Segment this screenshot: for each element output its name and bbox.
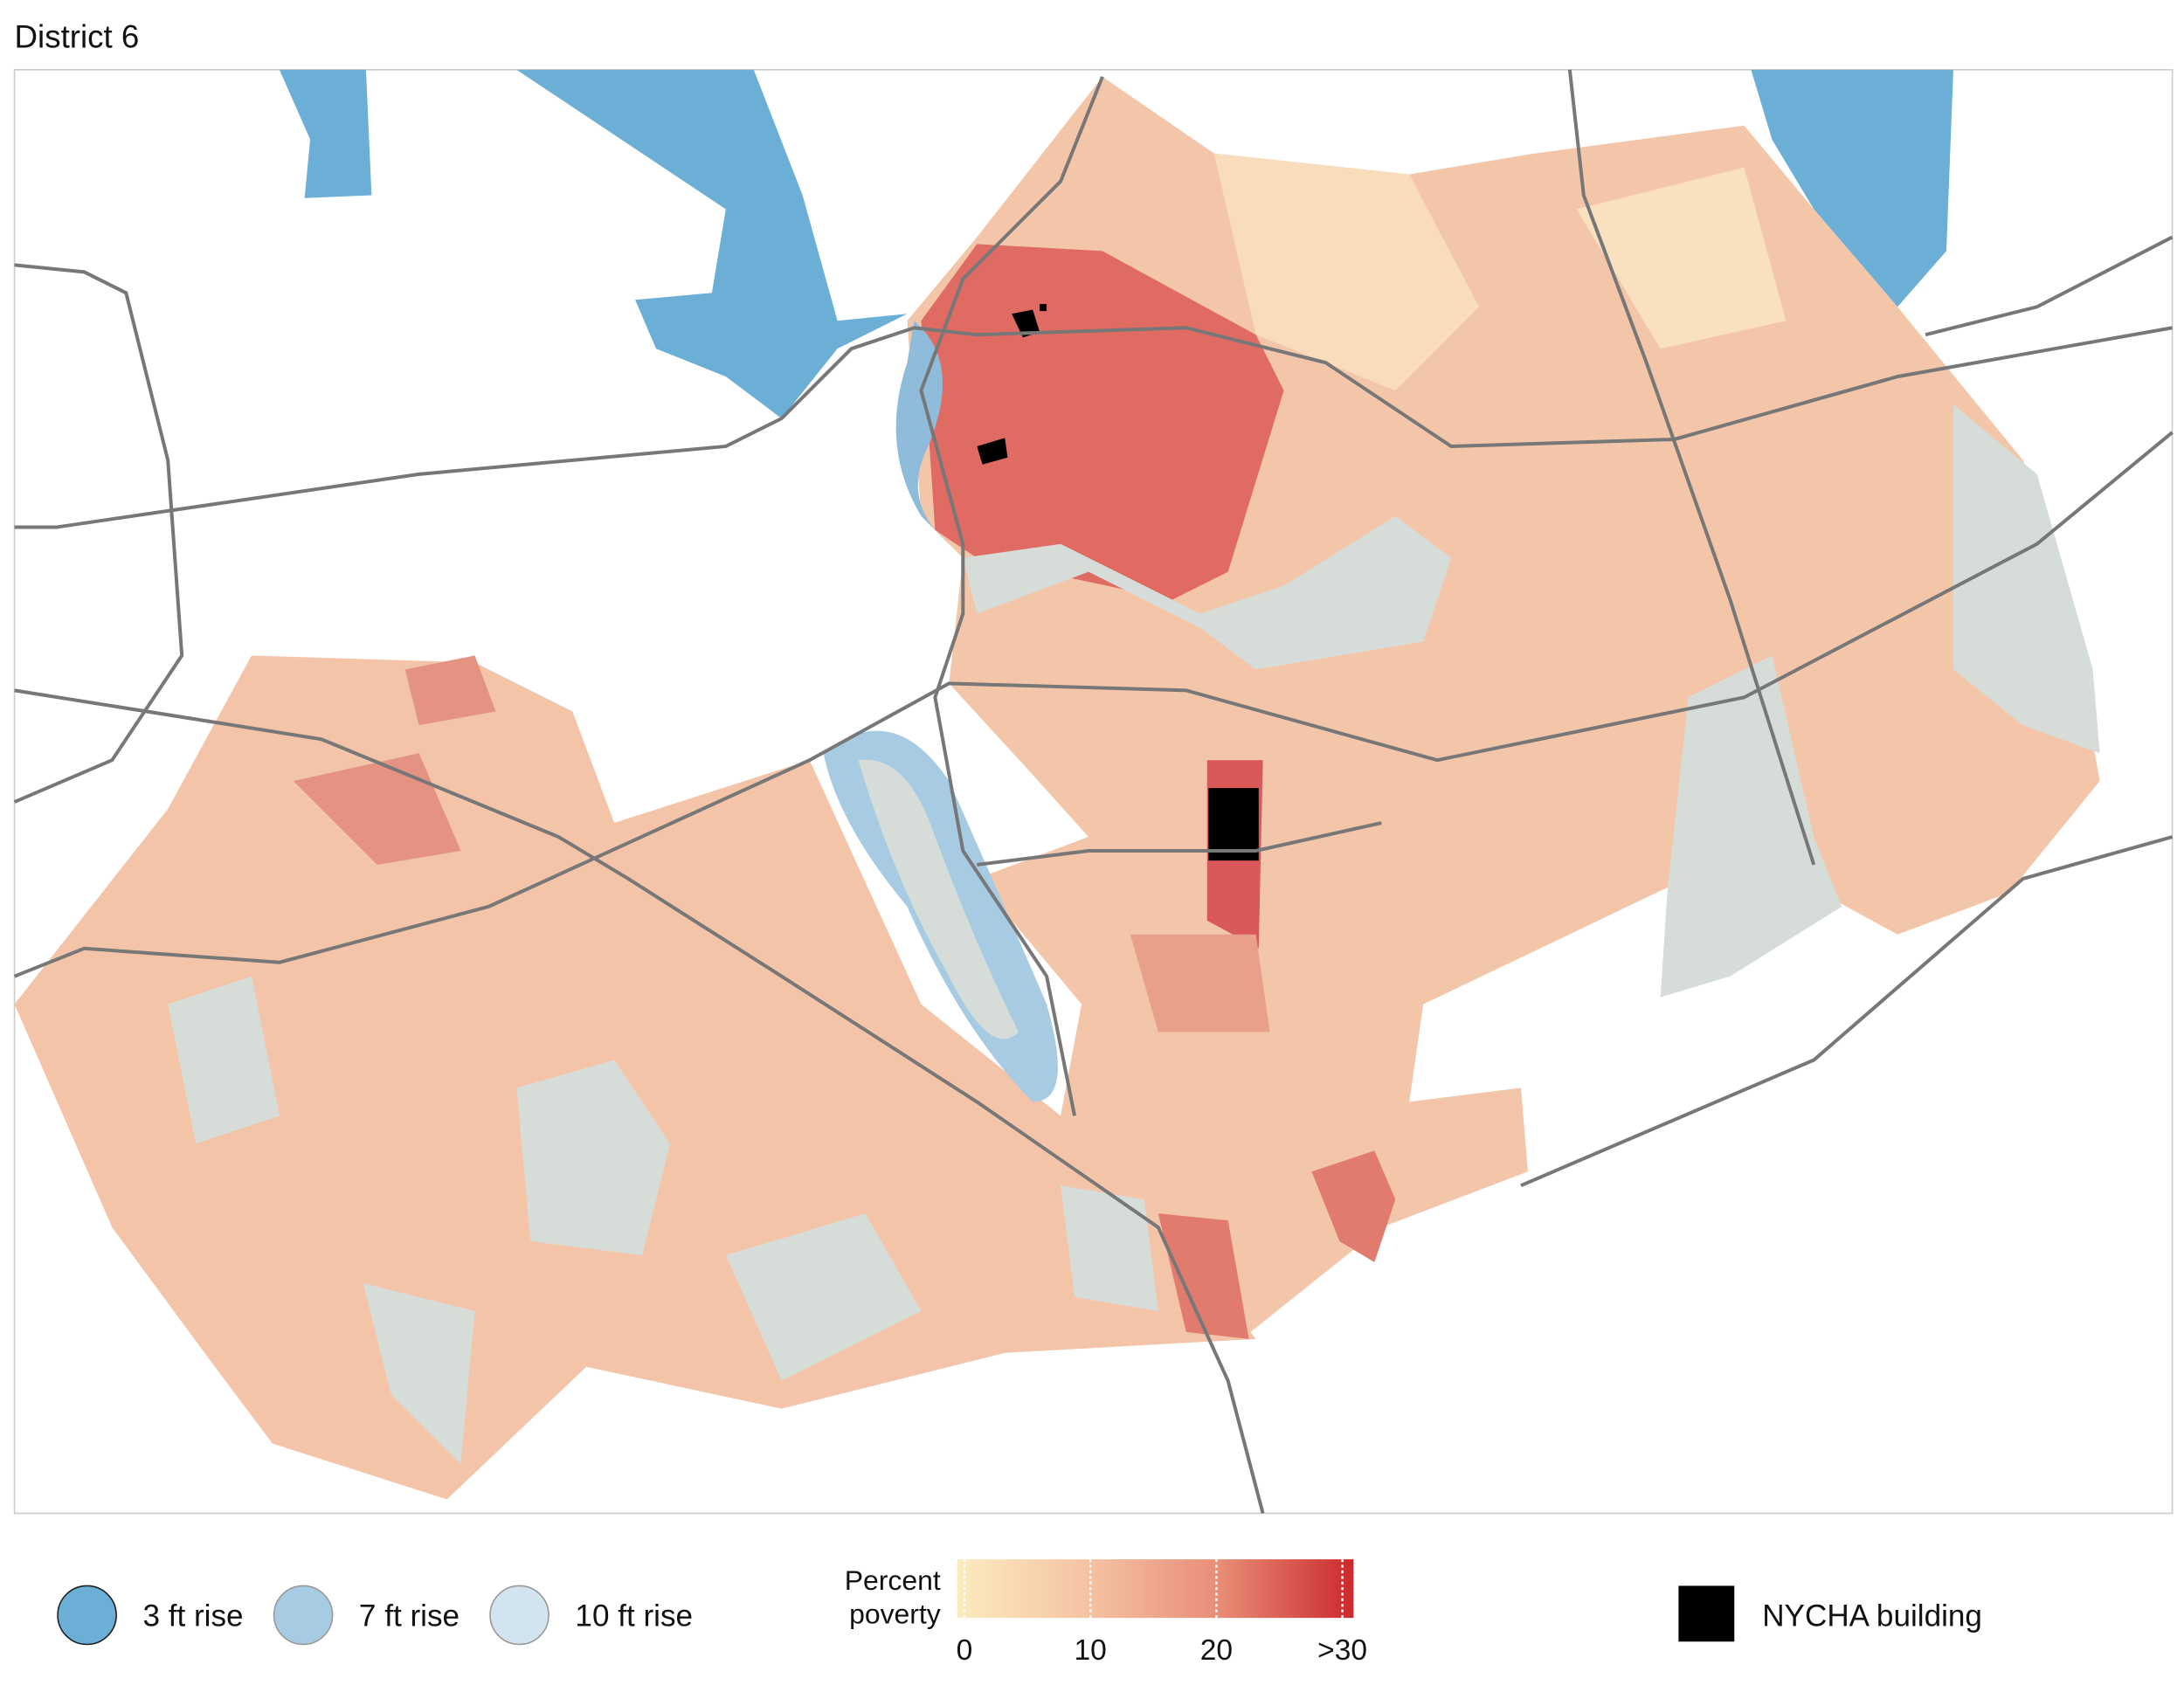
flood-swatch — [57, 1585, 117, 1646]
flood-swatch — [273, 1585, 334, 1646]
park — [858, 759, 1019, 1039]
poverty-tick-label: 20 — [1200, 1634, 1233, 1667]
tract-area — [1576, 167, 1787, 349]
flood-label: 7 ft rise — [359, 1599, 460, 1633]
map-area — [13, 69, 2174, 1515]
poverty-tick-label: >30 — [1317, 1634, 1367, 1667]
tract-area — [1213, 153, 1480, 391]
tract-area — [404, 655, 496, 726]
legend: 3 ft rise 7 ft rise 10 ft rise Percent pover… — [57, 1559, 1982, 1667]
nycha-label: NYCHA building — [1762, 1599, 1982, 1633]
poverty-title: Percent poverty — [845, 1564, 941, 1629]
flood-label: 10 ft rise — [575, 1599, 693, 1633]
nycha-swatch — [1678, 1585, 1735, 1642]
tract-area — [1158, 1213, 1249, 1339]
road — [13, 69, 2174, 1514]
flood-zone — [895, 321, 950, 544]
nycha-building — [977, 304, 1259, 861]
poverty-tick-label: 0 — [957, 1634, 973, 1667]
flood-swatch — [489, 1585, 549, 1646]
map-title: District 6 — [15, 18, 140, 54]
poverty-tick-label: 10 — [1074, 1634, 1106, 1667]
park — [168, 404, 2100, 1465]
tract-area — [1130, 934, 1270, 1032]
tract-area — [1311, 1150, 1396, 1263]
flood-label: 3 ft rise — [142, 1599, 243, 1633]
poverty-colorbar — [957, 1559, 1354, 1619]
tract-area — [14, 655, 1256, 1500]
